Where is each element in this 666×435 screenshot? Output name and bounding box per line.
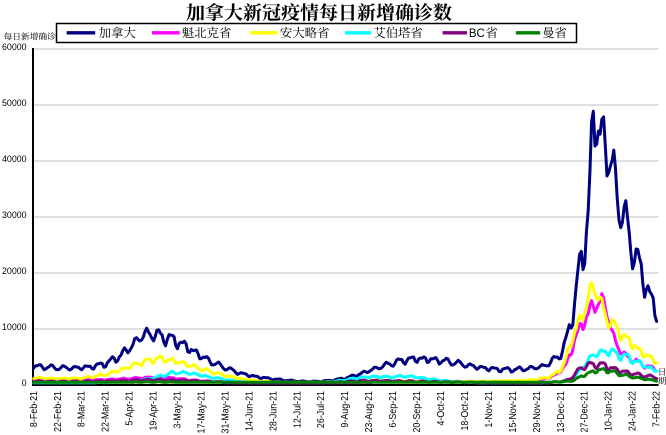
svg-text:18-Oct-21: 18-Oct-21 [460, 391, 472, 431]
svg-text:19-Apr-21: 19-Apr-21 [148, 391, 160, 431]
svg-text:50000: 50000 [2, 98, 27, 108]
svg-text:8-Mar-21: 8-Mar-21 [76, 391, 88, 427]
svg-text:0: 0 [22, 378, 27, 388]
svg-text:10000: 10000 [2, 322, 27, 332]
svg-text:17-May-21: 17-May-21 [196, 391, 208, 433]
svg-text:24-Jan-22: 24-Jan-22 [627, 391, 639, 431]
svg-text:22-Mar-21: 22-Mar-21 [100, 391, 112, 432]
svg-text:6-Sep-21: 6-Sep-21 [388, 391, 400, 428]
svg-text:3-May-21: 3-May-21 [172, 391, 184, 429]
svg-text:8-Feb-21: 8-Feb-21 [28, 391, 40, 427]
svg-text:22-Feb-21: 22-Feb-21 [52, 391, 64, 432]
svg-text:7-Feb-22: 7-Feb-22 [651, 391, 663, 427]
svg-text:23-Aug-21: 23-Aug-21 [364, 391, 376, 433]
svg-text:40000: 40000 [2, 154, 27, 164]
svg-text:10-Jan-22: 10-Jan-22 [603, 391, 615, 431]
svg-text:4-Oct-21: 4-Oct-21 [436, 391, 448, 426]
svg-text:BC: BC [469, 28, 485, 40]
svg-text:31-May-21: 31-May-21 [220, 391, 232, 433]
svg-text:20-Sep-21: 20-Sep-21 [412, 391, 424, 433]
svg-text:1-Nov-21: 1-Nov-21 [483, 391, 495, 428]
svg-text:12-Jul-21: 12-Jul-21 [292, 391, 304, 428]
svg-text:5-Apr-21: 5-Apr-21 [124, 391, 136, 426]
svg-text:26-Jul-21: 26-Jul-21 [316, 391, 328, 428]
svg-text:14-Jun-21: 14-Jun-21 [244, 391, 256, 431]
svg-text:30000: 30000 [2, 210, 27, 220]
svg-text:28-Jun-21: 28-Jun-21 [268, 391, 280, 431]
svg-text:15-Nov-21: 15-Nov-21 [507, 391, 519, 433]
svg-text:20000: 20000 [2, 266, 27, 276]
svg-text:9-Aug-21: 9-Aug-21 [340, 391, 352, 428]
svg-text:27-Dec-21: 27-Dec-21 [579, 391, 591, 433]
svg-text:13-Dec-21: 13-Dec-21 [555, 391, 567, 433]
svg-text:60000: 60000 [2, 42, 27, 52]
svg-text:29-Nov-21: 29-Nov-21 [531, 391, 543, 433]
